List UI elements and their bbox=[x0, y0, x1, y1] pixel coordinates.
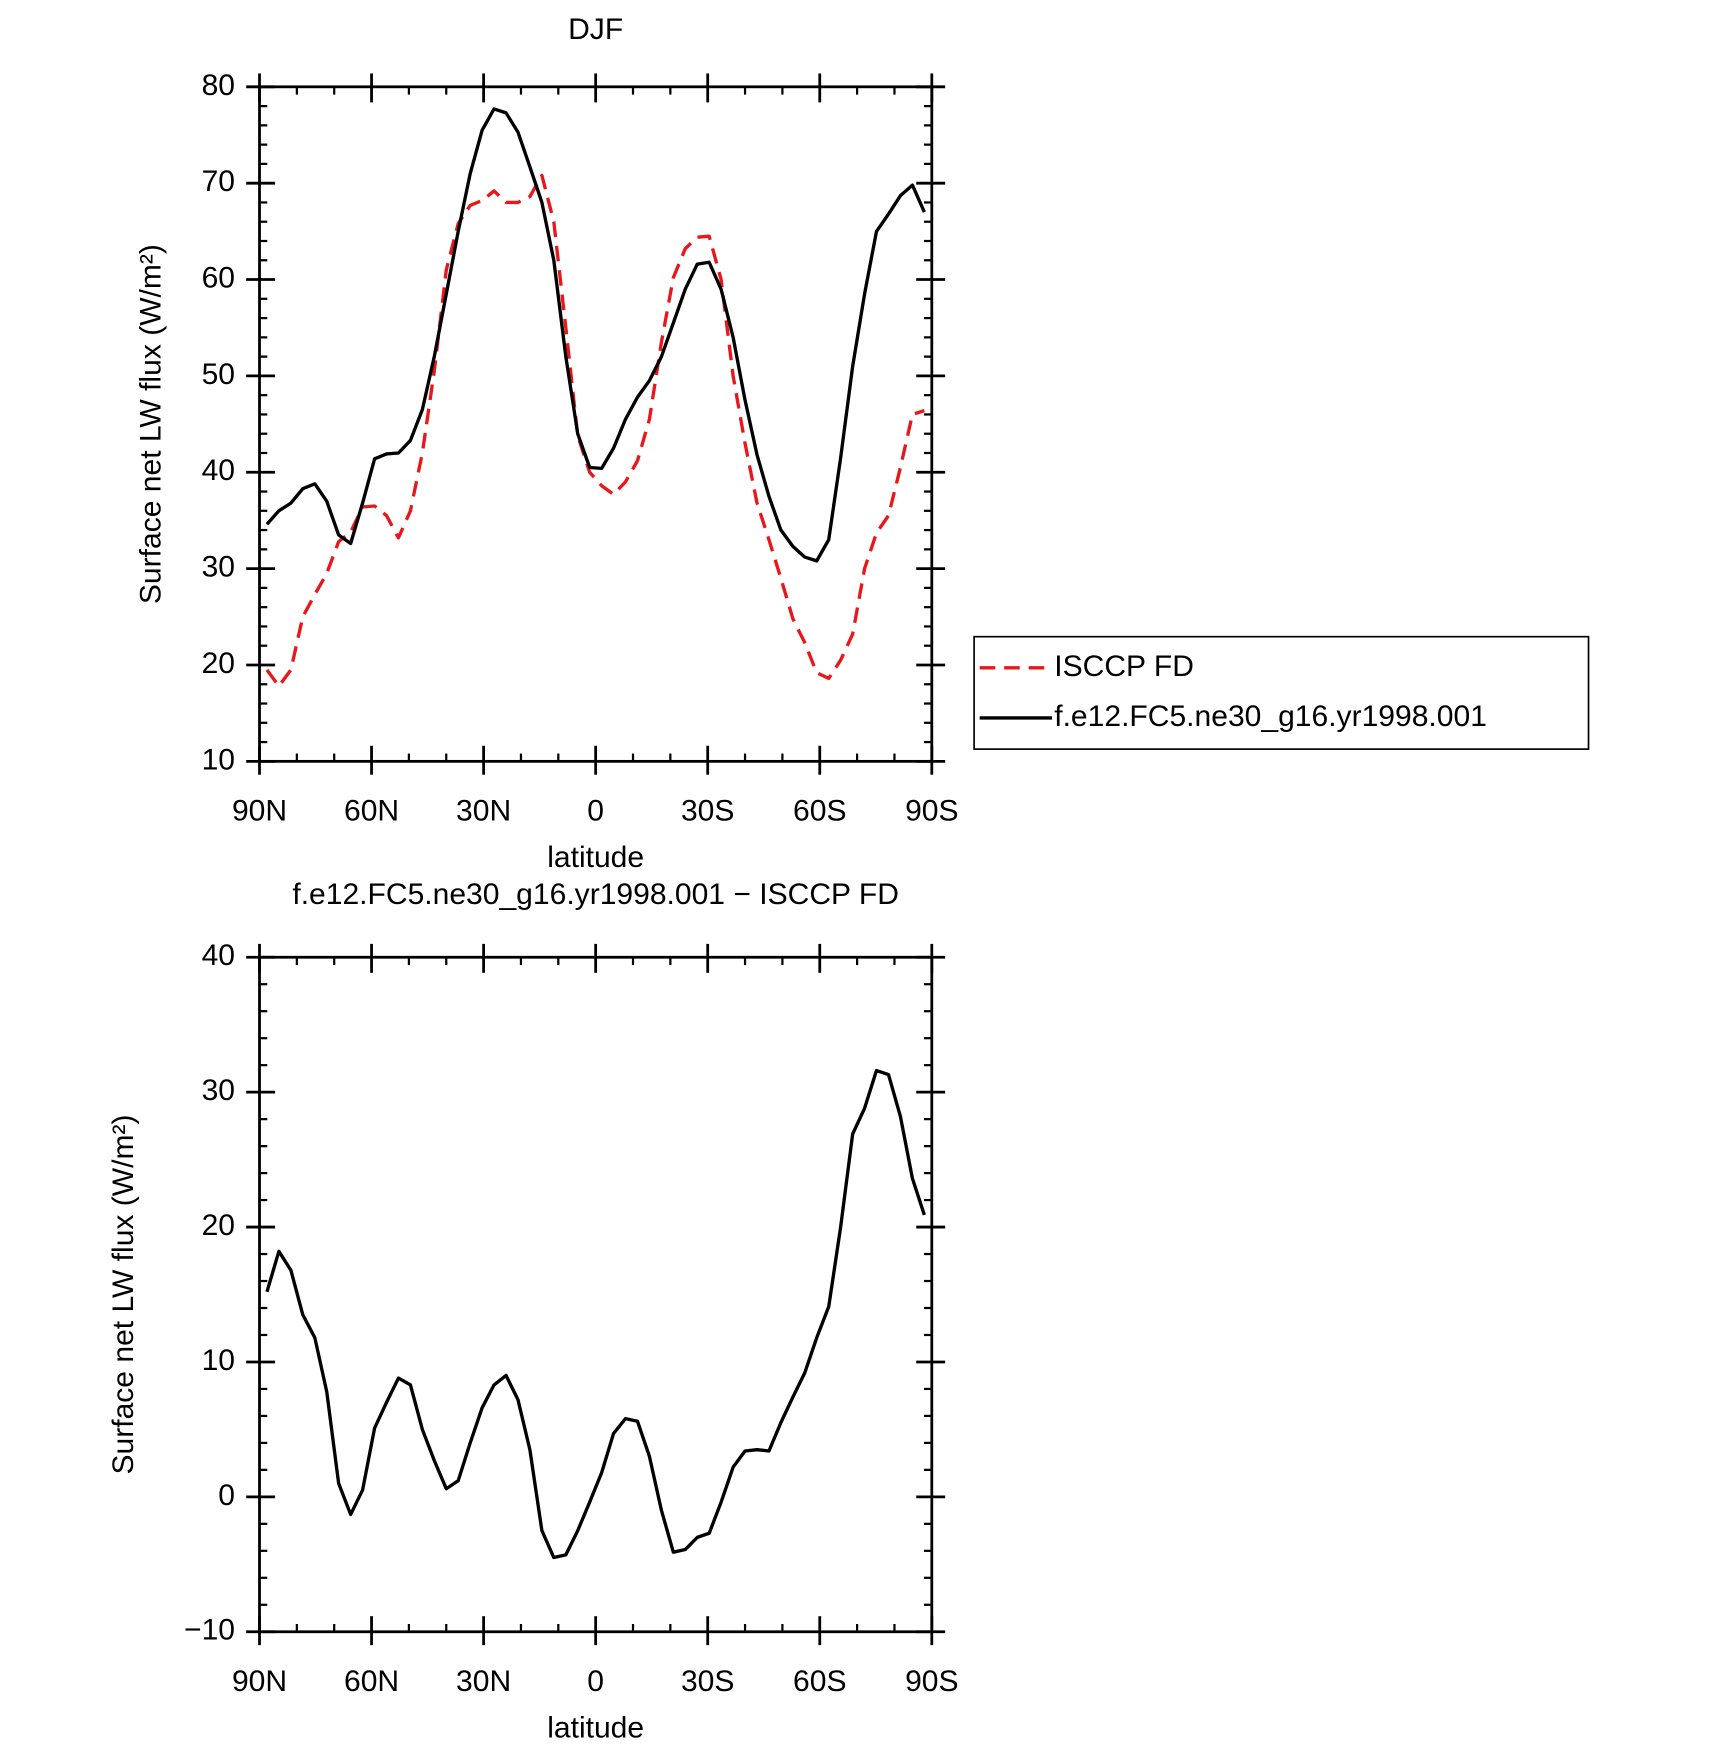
chart-title: DJF bbox=[568, 13, 623, 46]
y-tick-label: 80 bbox=[202, 69, 235, 102]
y-tick-label: 30 bbox=[202, 1074, 235, 1107]
y-tick-label: 60 bbox=[202, 261, 235, 294]
x-tick-label: 0 bbox=[587, 794, 604, 827]
data-line bbox=[265, 173, 925, 688]
y-tick-label: 10 bbox=[202, 743, 235, 776]
x-tick-label: 60S bbox=[793, 794, 846, 827]
data-line bbox=[265, 1068, 926, 1560]
x-tick-label: 30N bbox=[456, 794, 511, 827]
chart-title: f.e12.FC5.ne30_g16.yr1998.001 − ISCCP FD bbox=[292, 878, 899, 911]
x-tick-label: 90N bbox=[232, 1665, 287, 1698]
y-axis-label: Surface net LW flux (W/m²) bbox=[107, 1114, 140, 1474]
plot-frame bbox=[258, 955, 934, 1634]
x-tick-label: 30S bbox=[681, 794, 734, 827]
x-tick-label: 30S bbox=[681, 1665, 734, 1698]
y-tick-label: 50 bbox=[202, 358, 235, 391]
x-tick-label: 0 bbox=[587, 1665, 604, 1698]
y-tick-label: 40 bbox=[202, 454, 235, 487]
y-tick-label: −10 bbox=[184, 1614, 235, 1647]
y-tick-label: 30 bbox=[202, 551, 235, 584]
y-tick-label: 20 bbox=[202, 647, 235, 680]
y-tick-label: 0 bbox=[218, 1479, 235, 1512]
x-tick-label: 60N bbox=[344, 794, 399, 827]
plot-frame bbox=[258, 85, 934, 763]
y-tick-label: 70 bbox=[202, 165, 235, 198]
legend-label: f.e12.FC5.ne30_g16.yr1998.001 bbox=[1054, 700, 1487, 733]
y-tick-label: 40 bbox=[202, 939, 235, 972]
x-tick-label: 30N bbox=[456, 1665, 511, 1698]
x-tick-label: 90N bbox=[232, 794, 287, 827]
legend-box bbox=[973, 635, 1590, 750]
x-tick-label: 60N bbox=[344, 1665, 399, 1698]
y-tick-label: 20 bbox=[202, 1209, 235, 1242]
y-axis-label: Surface net LW flux (W/m²) bbox=[135, 244, 168, 604]
x-axis-label: latitude bbox=[547, 841, 644, 874]
legend-label: ISCCP FD bbox=[1054, 650, 1194, 683]
x-tick-label: 90S bbox=[905, 794, 958, 827]
x-tick-label: 90S bbox=[905, 1665, 958, 1698]
data-line bbox=[265, 107, 926, 563]
x-axis-label: latitude bbox=[547, 1712, 644, 1745]
x-tick-label: 60S bbox=[793, 1665, 846, 1698]
y-tick-label: 10 bbox=[202, 1344, 235, 1377]
